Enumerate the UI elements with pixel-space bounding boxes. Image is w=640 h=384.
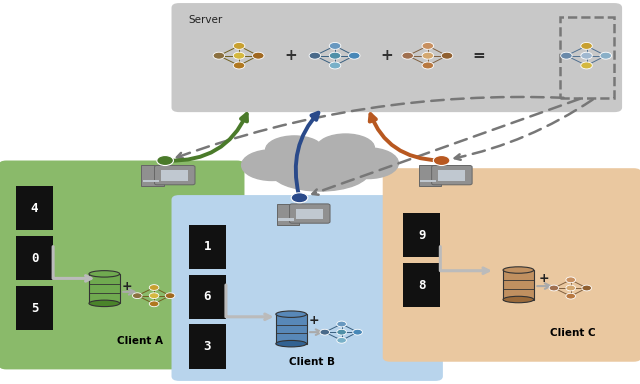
Ellipse shape bbox=[282, 145, 358, 177]
Ellipse shape bbox=[503, 267, 534, 273]
Circle shape bbox=[132, 293, 142, 299]
FancyBboxPatch shape bbox=[383, 168, 640, 362]
Circle shape bbox=[149, 301, 159, 307]
FancyBboxPatch shape bbox=[431, 166, 472, 185]
Circle shape bbox=[566, 293, 575, 299]
Bar bbox=[189, 225, 226, 269]
Circle shape bbox=[581, 52, 593, 59]
Bar bbox=[419, 165, 442, 187]
Circle shape bbox=[337, 321, 346, 327]
Circle shape bbox=[581, 43, 593, 50]
Bar bbox=[276, 204, 300, 225]
Circle shape bbox=[234, 43, 244, 50]
Text: 6: 6 bbox=[204, 290, 211, 303]
FancyBboxPatch shape bbox=[172, 3, 622, 112]
Bar bbox=[16, 286, 53, 330]
Bar bbox=[503, 270, 534, 300]
Circle shape bbox=[337, 338, 346, 343]
Text: 3: 3 bbox=[204, 340, 211, 353]
Bar bbox=[89, 274, 120, 303]
Circle shape bbox=[157, 156, 173, 166]
Ellipse shape bbox=[317, 134, 374, 162]
Ellipse shape bbox=[338, 148, 398, 179]
Text: Server: Server bbox=[189, 15, 223, 25]
Circle shape bbox=[349, 52, 360, 59]
Bar bbox=[438, 170, 465, 181]
Bar bbox=[141, 165, 164, 187]
Circle shape bbox=[234, 52, 244, 59]
Text: 4: 4 bbox=[31, 202, 38, 215]
FancyBboxPatch shape bbox=[172, 195, 443, 381]
Ellipse shape bbox=[276, 341, 307, 347]
Bar bbox=[296, 209, 323, 219]
Bar bbox=[278, 218, 294, 220]
Circle shape bbox=[402, 52, 413, 59]
Text: +: + bbox=[285, 48, 298, 63]
Circle shape bbox=[549, 285, 559, 291]
Text: Client A: Client A bbox=[117, 336, 163, 346]
Circle shape bbox=[566, 277, 575, 283]
Ellipse shape bbox=[266, 136, 323, 164]
Circle shape bbox=[353, 329, 362, 335]
Circle shape bbox=[581, 62, 593, 69]
Circle shape bbox=[330, 43, 341, 50]
FancyBboxPatch shape bbox=[154, 166, 195, 185]
Circle shape bbox=[165, 293, 175, 299]
Text: +: + bbox=[308, 314, 319, 327]
Text: Client B: Client B bbox=[289, 357, 335, 367]
Text: +: + bbox=[381, 48, 394, 63]
Bar bbox=[403, 263, 440, 307]
Circle shape bbox=[309, 52, 321, 59]
FancyBboxPatch shape bbox=[0, 161, 244, 369]
Bar bbox=[276, 314, 307, 344]
Bar bbox=[560, 17, 614, 98]
Circle shape bbox=[442, 52, 453, 59]
Bar bbox=[420, 180, 436, 182]
Text: 9: 9 bbox=[418, 229, 426, 242]
Bar bbox=[16, 236, 53, 280]
Circle shape bbox=[582, 285, 591, 291]
Circle shape bbox=[213, 52, 225, 59]
Ellipse shape bbox=[276, 311, 307, 318]
Ellipse shape bbox=[503, 296, 534, 303]
Bar bbox=[161, 170, 188, 181]
Text: =: = bbox=[472, 48, 485, 63]
Ellipse shape bbox=[242, 150, 302, 180]
Circle shape bbox=[422, 62, 434, 69]
Text: +: + bbox=[122, 280, 132, 293]
Circle shape bbox=[422, 43, 434, 50]
Text: 1: 1 bbox=[204, 240, 211, 253]
Bar bbox=[16, 186, 53, 230]
Text: 8: 8 bbox=[418, 279, 426, 291]
Ellipse shape bbox=[270, 151, 370, 191]
Circle shape bbox=[253, 52, 264, 59]
Text: 5: 5 bbox=[31, 302, 38, 314]
Bar bbox=[189, 324, 226, 369]
Circle shape bbox=[561, 52, 572, 59]
Ellipse shape bbox=[89, 271, 120, 277]
Ellipse shape bbox=[89, 300, 120, 306]
Circle shape bbox=[330, 52, 341, 59]
Bar bbox=[143, 180, 159, 182]
Circle shape bbox=[291, 193, 308, 203]
Circle shape bbox=[433, 156, 450, 166]
Circle shape bbox=[234, 62, 244, 69]
Circle shape bbox=[320, 329, 330, 335]
Text: Client C: Client C bbox=[550, 328, 596, 338]
Circle shape bbox=[566, 285, 575, 291]
Text: +: + bbox=[539, 272, 549, 285]
Bar bbox=[189, 275, 226, 319]
Circle shape bbox=[149, 285, 159, 290]
Bar bbox=[403, 213, 440, 257]
FancyBboxPatch shape bbox=[289, 204, 330, 223]
Circle shape bbox=[600, 52, 612, 59]
Circle shape bbox=[149, 293, 159, 299]
Text: 0: 0 bbox=[31, 252, 38, 265]
Circle shape bbox=[422, 52, 434, 59]
Circle shape bbox=[337, 329, 346, 335]
Circle shape bbox=[330, 62, 341, 69]
